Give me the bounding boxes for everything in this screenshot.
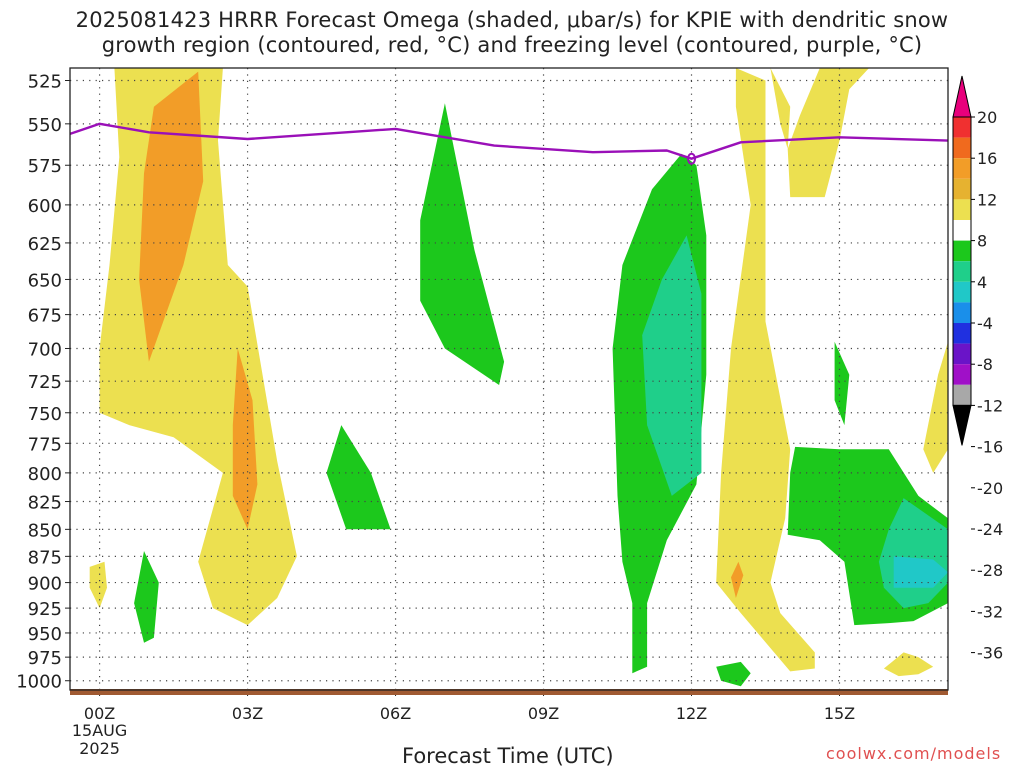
colorbar-label: -4 [977,314,993,333]
y-tick-label: 600 [28,196,62,217]
y-tick-label: 925 [28,599,62,620]
omega-region-6 [420,103,505,386]
x-tick-label: 06Z [380,704,411,723]
credit-text: coolwx.com/models [826,744,1002,763]
y-tick-label: 875 [28,547,62,568]
omega-region-13 [787,68,870,198]
omega-region-5 [326,425,391,530]
colorbar-label: -8 [977,355,993,374]
x-tick-label: 00Z [84,704,115,723]
colorbar-segment [953,240,971,262]
colorbar-label: -20 [977,479,1003,498]
colorbar-label: 8 [977,232,987,251]
y-tick-label: 625 [28,234,62,255]
freezing-level-line [69,122,949,160]
colorbar-label: -28 [977,561,1003,580]
colorbar-segment [953,117,971,138]
omega-region-3 [89,561,107,609]
omega-region-18 [883,652,934,677]
colorbar-label: 16 [977,149,997,168]
x-tick-label: 03Z [232,704,263,723]
y-tick-label: 525 [28,72,62,93]
x-tick-label: 15Z [824,704,855,723]
omega-region-12 [770,68,791,149]
chart-title-line1: 2025081423 HRRR Forecast Omega (shaded, … [75,8,949,32]
y-tick-label: 775 [28,434,62,455]
y-tick-label: 650 [28,270,62,291]
x-tick-label: 09Z [528,704,559,723]
colorbar-top-arrow [952,75,972,118]
colorbar-segment [953,302,971,323]
colorbar-segment [953,323,971,344]
colorbar-segment [953,343,971,365]
y-tick-label: 825 [28,493,62,514]
y-tick-label: 550 [28,115,62,136]
y-tick-label: 675 [28,306,62,327]
omega-region-2 [232,348,258,530]
colorbar-segment [953,158,971,179]
freezing-level-marker [687,152,697,165]
y-tick-label: 900 [28,574,62,595]
colorbar-segment [953,199,971,220]
y-tick-label: 850 [28,520,62,541]
omega-region-16 [893,556,948,588]
x-axis-title: Forecast Time (UTC) [402,744,614,768]
omega-region-10 [731,561,744,598]
omega-region-17 [923,341,948,473]
y-tick-label: 800 [28,464,62,485]
omega-region-9 [716,68,815,672]
x-tick-label: 12Z [676,704,707,723]
y-tick-label: 700 [28,339,62,360]
ground-strip [70,689,948,695]
colorbar-bottom-arrow [952,404,972,446]
chart-title-line2: growth region (contoured, red, °C) and f… [101,33,923,57]
colorbar-segment [953,137,971,159]
plot-frame [69,67,949,691]
x-tick-date: 15AUG [72,721,127,740]
omega-region-11 [716,661,751,687]
colorbar-label: -12 [977,396,1003,415]
omega-region-8 [642,235,702,496]
omega-region-1 [139,71,204,362]
colorbar-label: -24 [977,520,1003,539]
colorbar-label: 12 [977,190,997,209]
colorbar-segment [953,178,971,200]
x-tick-year: 2025 [79,739,120,758]
y-tick-label: 950 [28,624,62,645]
colorbar-segment [953,364,971,385]
colorbar-segment [953,281,971,303]
colorbar-label: 20 [977,108,997,127]
y-tick-label: 725 [28,372,62,393]
colorbar-label: -36 [977,644,1003,663]
colorbar-label: -32 [977,602,1003,621]
colorbar-segment [953,261,971,282]
omega-shading [89,68,948,687]
y-tick-label: 750 [28,404,62,425]
colorbar-label: 4 [977,273,987,292]
colorbar-segment [953,220,971,241]
y-tick-label: 575 [28,156,62,177]
colorbar-label: -16 [977,438,1003,457]
omega-region-4 [134,551,159,643]
colorbar-segment [953,384,971,406]
y-tick-label: 975 [28,648,62,669]
y-tick-label: 1000 [16,672,62,693]
